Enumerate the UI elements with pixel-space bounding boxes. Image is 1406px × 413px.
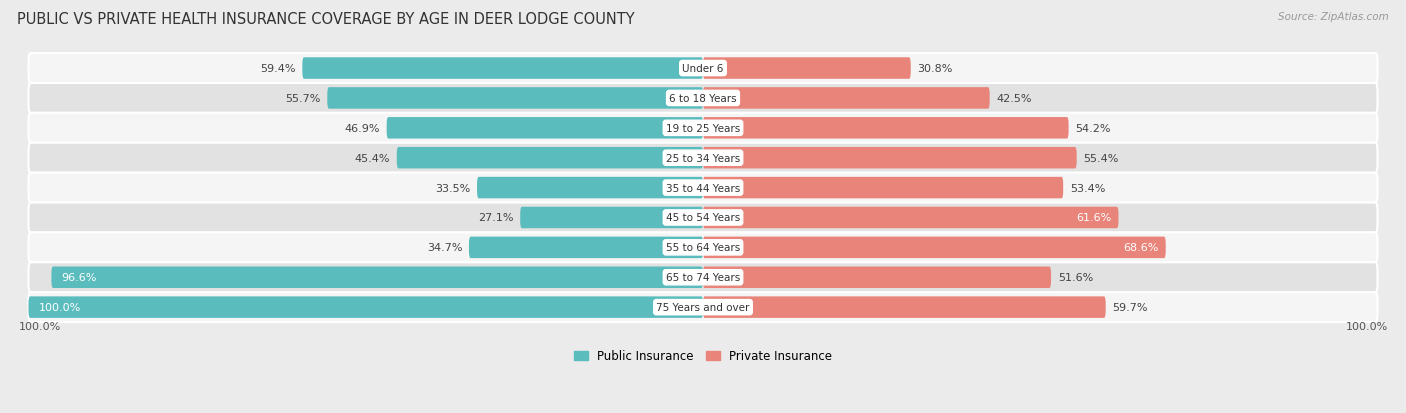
Text: 59.7%: 59.7% xyxy=(1112,302,1147,312)
Text: 59.4%: 59.4% xyxy=(260,64,295,74)
FancyBboxPatch shape xyxy=(470,237,703,259)
FancyBboxPatch shape xyxy=(28,54,1378,84)
Text: 34.7%: 34.7% xyxy=(426,243,463,253)
Text: PUBLIC VS PRIVATE HEALTH INSURANCE COVERAGE BY AGE IN DEER LODGE COUNTY: PUBLIC VS PRIVATE HEALTH INSURANCE COVER… xyxy=(17,12,634,27)
FancyBboxPatch shape xyxy=(28,114,1378,143)
FancyBboxPatch shape xyxy=(28,143,1378,173)
Text: 42.5%: 42.5% xyxy=(997,94,1032,104)
Text: 30.8%: 30.8% xyxy=(918,64,953,74)
FancyBboxPatch shape xyxy=(703,178,1063,199)
Text: 55.7%: 55.7% xyxy=(285,94,321,104)
FancyBboxPatch shape xyxy=(302,58,703,80)
Text: Under 6: Under 6 xyxy=(682,64,724,74)
FancyBboxPatch shape xyxy=(703,297,1105,318)
Text: Source: ZipAtlas.com: Source: ZipAtlas.com xyxy=(1278,12,1389,22)
Text: 35 to 44 Years: 35 to 44 Years xyxy=(666,183,740,193)
FancyBboxPatch shape xyxy=(520,207,703,229)
Text: 33.5%: 33.5% xyxy=(434,183,470,193)
FancyBboxPatch shape xyxy=(703,267,1052,288)
FancyBboxPatch shape xyxy=(28,173,1378,203)
FancyBboxPatch shape xyxy=(28,84,1378,114)
FancyBboxPatch shape xyxy=(703,118,1069,139)
Text: 6 to 18 Years: 6 to 18 Years xyxy=(669,94,737,104)
FancyBboxPatch shape xyxy=(328,88,703,109)
Text: 45 to 54 Years: 45 to 54 Years xyxy=(666,213,740,223)
Text: 46.9%: 46.9% xyxy=(344,123,380,133)
Text: 51.6%: 51.6% xyxy=(1057,273,1092,282)
FancyBboxPatch shape xyxy=(703,147,1077,169)
FancyBboxPatch shape xyxy=(28,263,1378,292)
FancyBboxPatch shape xyxy=(396,147,703,169)
Text: 65 to 74 Years: 65 to 74 Years xyxy=(666,273,740,282)
Text: 27.1%: 27.1% xyxy=(478,213,513,223)
FancyBboxPatch shape xyxy=(28,203,1378,233)
Text: 55.4%: 55.4% xyxy=(1084,153,1119,163)
FancyBboxPatch shape xyxy=(703,88,990,109)
Text: 100.0%: 100.0% xyxy=(18,321,60,331)
FancyBboxPatch shape xyxy=(52,267,703,288)
Text: 68.6%: 68.6% xyxy=(1123,243,1159,253)
FancyBboxPatch shape xyxy=(28,233,1378,263)
FancyBboxPatch shape xyxy=(387,118,703,139)
Legend: Public Insurance, Private Insurance: Public Insurance, Private Insurance xyxy=(569,345,837,367)
Text: 61.6%: 61.6% xyxy=(1077,213,1112,223)
Text: 75 Years and over: 75 Years and over xyxy=(657,302,749,312)
FancyBboxPatch shape xyxy=(28,297,703,318)
Text: 100.0%: 100.0% xyxy=(38,302,82,312)
Text: 54.2%: 54.2% xyxy=(1076,123,1111,133)
Text: 96.6%: 96.6% xyxy=(62,273,97,282)
FancyBboxPatch shape xyxy=(28,292,1378,322)
FancyBboxPatch shape xyxy=(703,58,911,80)
Text: 55 to 64 Years: 55 to 64 Years xyxy=(666,243,740,253)
FancyBboxPatch shape xyxy=(477,178,703,199)
Text: 53.4%: 53.4% xyxy=(1070,183,1105,193)
Text: 19 to 25 Years: 19 to 25 Years xyxy=(666,123,740,133)
Text: 100.0%: 100.0% xyxy=(1346,321,1388,331)
FancyBboxPatch shape xyxy=(703,237,1166,259)
Text: 25 to 34 Years: 25 to 34 Years xyxy=(666,153,740,163)
Text: 45.4%: 45.4% xyxy=(354,153,389,163)
FancyBboxPatch shape xyxy=(703,207,1119,229)
